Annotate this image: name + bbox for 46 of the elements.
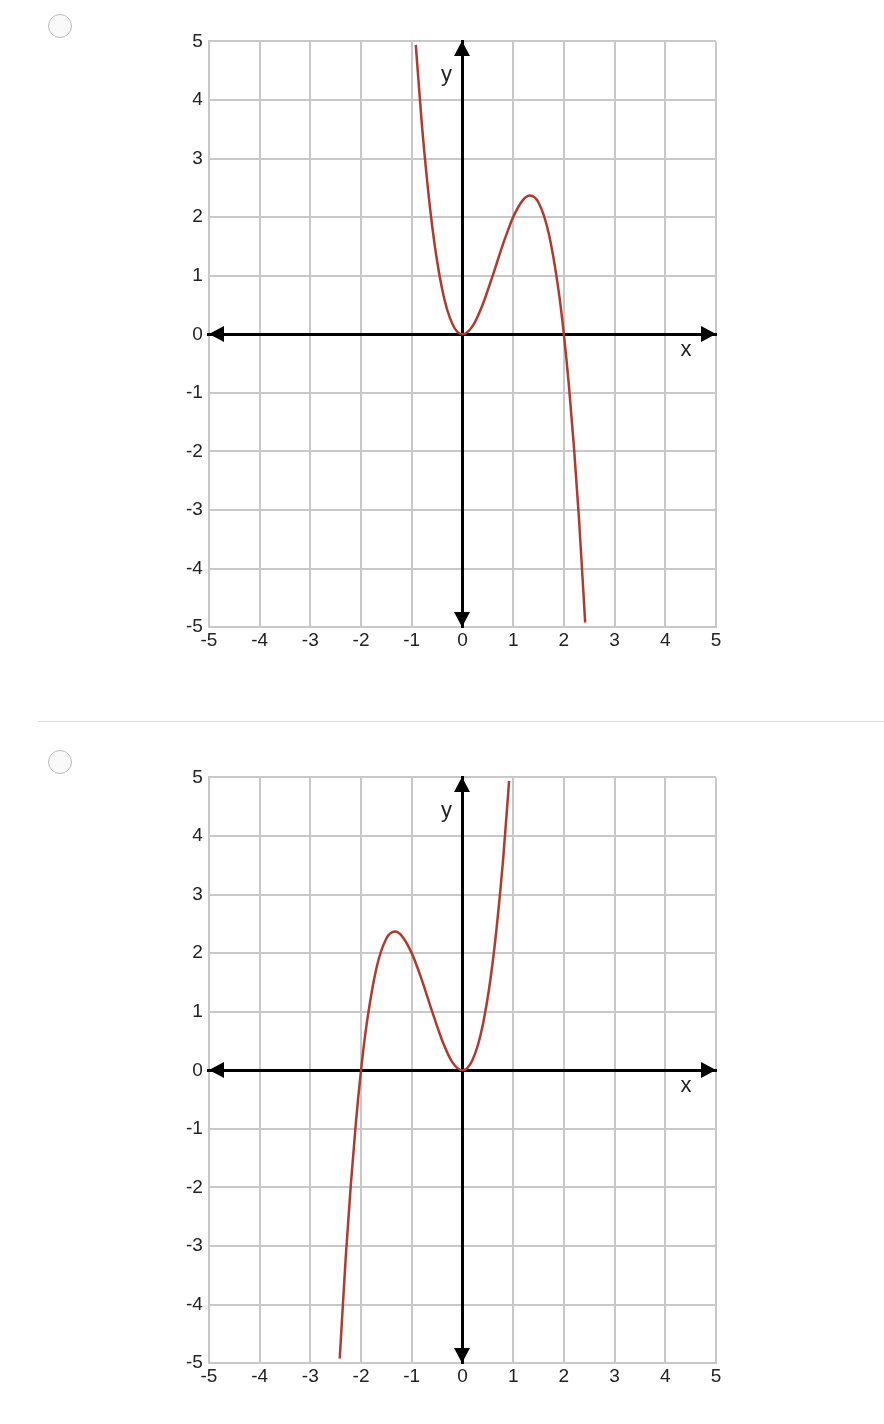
y-tick-label: 2 bbox=[192, 941, 203, 963]
y-tick-label: -4 bbox=[185, 1292, 204, 1314]
x-tick-label: 1 bbox=[507, 628, 519, 650]
y-tick-label: 4 bbox=[192, 88, 204, 110]
y-tick-label: -1 bbox=[185, 1117, 203, 1139]
x-tick-label: 4 bbox=[660, 1364, 671, 1386]
x-tick-label: -3 bbox=[301, 1364, 319, 1386]
y-tick-label: -3 bbox=[185, 498, 203, 520]
y-tick-label: 3 bbox=[192, 146, 203, 168]
y-axis-title: y bbox=[440, 61, 452, 87]
x-axis-title: x bbox=[680, 336, 692, 362]
y-tick-label: -2 bbox=[185, 439, 203, 461]
x-tick-label: -4 bbox=[251, 1364, 269, 1386]
y-tick-label: 1 bbox=[192, 999, 203, 1021]
y-tick-label: 2 bbox=[192, 205, 203, 227]
x-tick-label: 2 bbox=[558, 1364, 570, 1386]
y-tick-label: 1 bbox=[192, 263, 203, 285]
y-tick-label: 5 bbox=[192, 29, 203, 51]
y-tick-label: 0 bbox=[192, 1058, 203, 1080]
y-axis-title: y bbox=[440, 797, 452, 823]
y-tick-label: 4 bbox=[192, 824, 204, 846]
line-series bbox=[338, 779, 511, 1360]
y-tick-label: 0 bbox=[192, 322, 203, 344]
y-tick-label: -4 bbox=[185, 556, 204, 578]
x-tick-label: -2 bbox=[352, 628, 370, 650]
y-tick-label: 5 bbox=[192, 765, 203, 787]
y-tick-label: 3 bbox=[192, 882, 203, 904]
x-tick-label: 3 bbox=[609, 1364, 620, 1386]
y-tick-label: -2 bbox=[185, 1175, 203, 1197]
x-tick-label: -1 bbox=[403, 1364, 421, 1386]
y-tick-label: -1 bbox=[185, 381, 203, 403]
x-tick-label: 0 bbox=[457, 628, 468, 650]
x-tick-label: 0 bbox=[457, 1364, 468, 1386]
x-axis-title: x bbox=[680, 1072, 692, 1098]
x-tick-label: 2 bbox=[558, 628, 570, 650]
x-tick-label: 1 bbox=[507, 1364, 519, 1386]
x-tick-label: 4 bbox=[660, 628, 671, 650]
x-tick-label: 5 bbox=[710, 628, 722, 650]
line-series bbox=[414, 43, 587, 624]
x-tick-label: -4 bbox=[251, 628, 269, 650]
x-tick-label: -2 bbox=[352, 1364, 370, 1386]
y-tick-label: -3 bbox=[185, 1234, 203, 1256]
x-tick-label: -3 bbox=[301, 628, 319, 650]
x-tick-label: -1 bbox=[403, 628, 421, 650]
x-tick-label: 5 bbox=[710, 1364, 722, 1386]
x-tick-label: 3 bbox=[609, 628, 620, 650]
